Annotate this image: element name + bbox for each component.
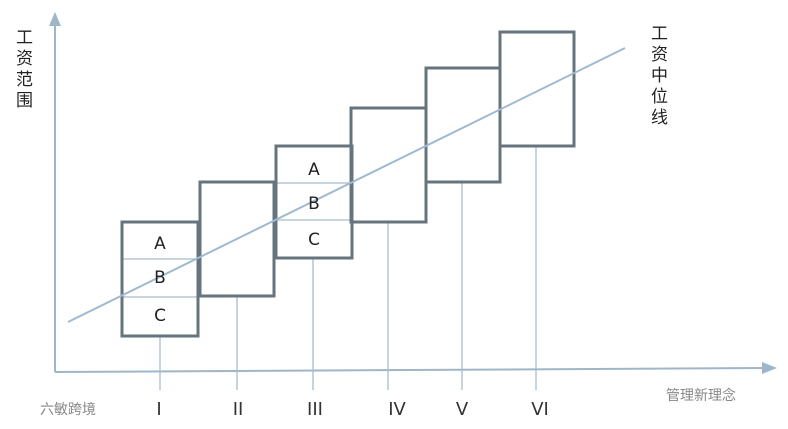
median-label: 工资中位线 [647, 24, 668, 129]
tier-label: B [154, 268, 166, 288]
x-axis [54, 367, 769, 373]
y-axis-label: 工资范围 [12, 28, 33, 112]
x-arrow [762, 362, 777, 374]
grade-label: I [156, 399, 161, 420]
tier-label: B [308, 194, 320, 214]
y-arrow [49, 12, 61, 26]
watermark: 管理新理念 [666, 387, 736, 404]
grade-label: III [307, 399, 323, 420]
grade-box [498, 30, 576, 148]
grade-label: II [233, 399, 244, 420]
grade-box [424, 66, 502, 184]
grade-label: V [456, 399, 469, 420]
tier-label: A [308, 160, 320, 180]
grade-box [198, 180, 276, 298]
tier-label: A [154, 234, 166, 254]
grade-box [120, 220, 200, 338]
grade-label: IV [388, 399, 406, 420]
tier-label: C [154, 306, 166, 326]
watermark: 六敏跨境 [40, 402, 96, 418]
tier-label: C [308, 230, 320, 250]
median-line [67, 47, 626, 323]
grade-label: VI [531, 399, 549, 420]
